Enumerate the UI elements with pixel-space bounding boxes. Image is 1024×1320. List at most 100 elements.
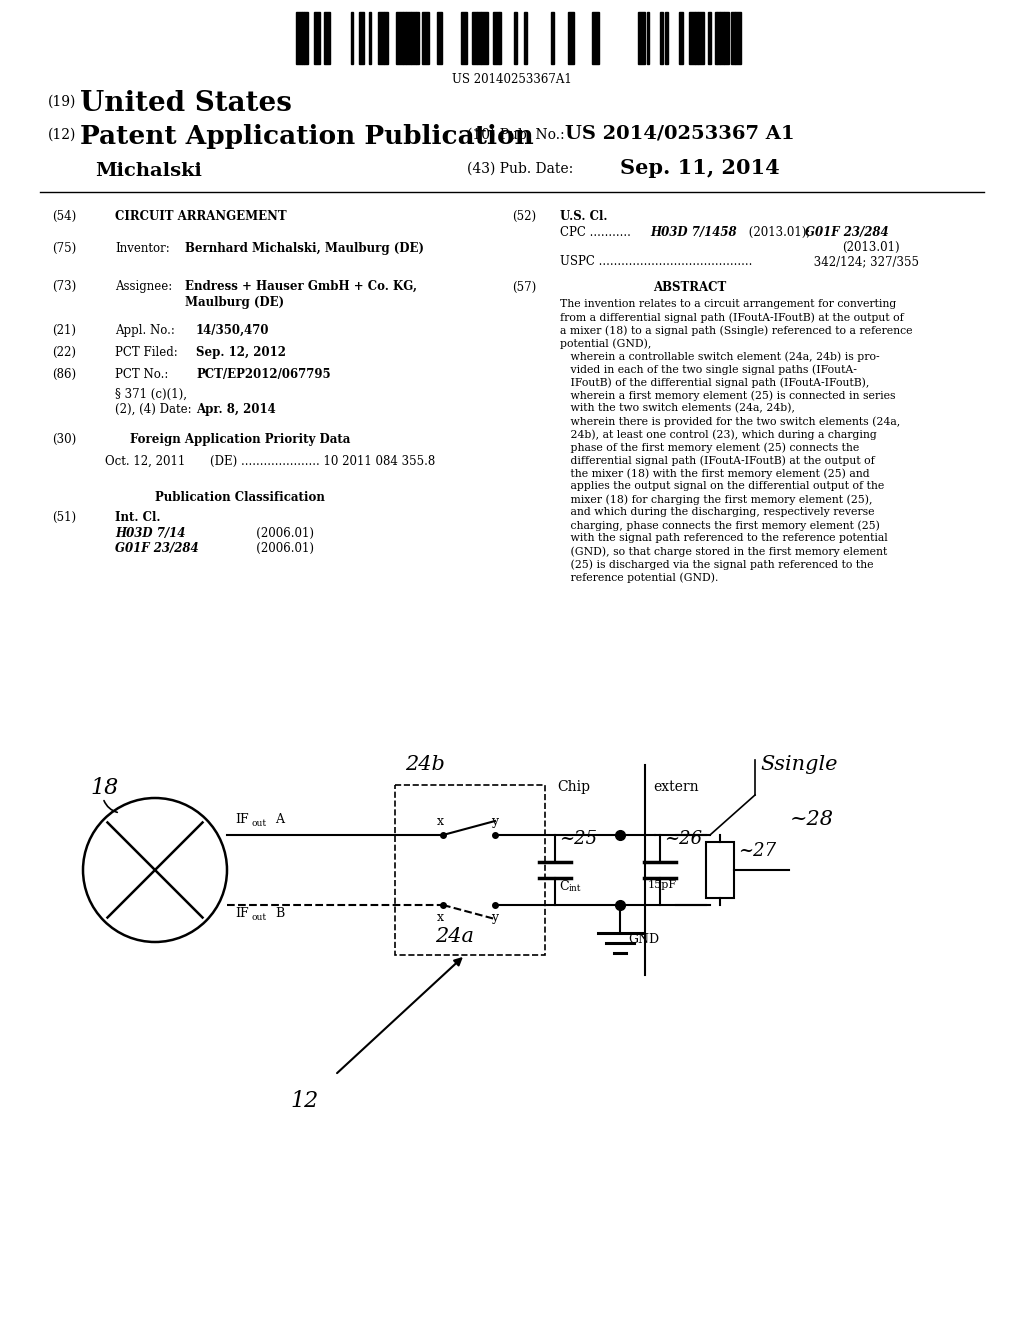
Text: (51): (51) bbox=[52, 511, 76, 524]
Bar bbox=[638, 12, 645, 63]
Text: y: y bbox=[492, 911, 499, 924]
Text: int: int bbox=[569, 884, 582, 894]
Bar bbox=[706, 842, 734, 898]
Text: y: y bbox=[492, 814, 499, 828]
Text: Sep. 12, 2012: Sep. 12, 2012 bbox=[196, 346, 286, 359]
Text: Appl. No.:: Appl. No.: bbox=[115, 323, 175, 337]
Text: (19): (19) bbox=[48, 95, 77, 110]
Text: (52): (52) bbox=[512, 210, 537, 223]
Text: 18: 18 bbox=[90, 777, 118, 799]
Text: (43) Pub. Date:: (43) Pub. Date: bbox=[467, 162, 573, 176]
Text: 15pF: 15pF bbox=[648, 880, 677, 890]
Text: wherein there is provided for the two switch elements (24a,: wherein there is provided for the two sw… bbox=[560, 416, 900, 426]
Text: (25) is discharged via the signal path referenced to the: (25) is discharged via the signal path r… bbox=[560, 558, 873, 569]
Text: U.S. Cl.: U.S. Cl. bbox=[560, 210, 607, 223]
Bar bbox=[724, 12, 729, 63]
Text: 24b), at least one control (23), which during a charging: 24b), at least one control (23), which d… bbox=[560, 429, 877, 440]
Text: Apr. 8, 2014: Apr. 8, 2014 bbox=[196, 403, 275, 416]
Bar bbox=[384, 12, 388, 63]
Text: (30): (30) bbox=[52, 433, 76, 446]
Text: out: out bbox=[252, 818, 267, 828]
Text: A: A bbox=[275, 813, 284, 826]
Bar bbox=[689, 12, 695, 63]
Text: 12: 12 bbox=[291, 1090, 319, 1111]
Text: 342/124; 327/355: 342/124; 327/355 bbox=[810, 255, 919, 268]
Text: (2), (4) Date:: (2), (4) Date: bbox=[115, 403, 191, 416]
Bar bbox=[304, 12, 308, 63]
Text: charging, phase connects the first memory element (25): charging, phase connects the first memor… bbox=[560, 520, 880, 531]
Text: Michalski: Michalski bbox=[95, 162, 202, 180]
Bar bbox=[378, 12, 384, 63]
Text: Ssingle: Ssingle bbox=[760, 755, 838, 774]
Text: x: x bbox=[436, 911, 443, 924]
Text: (DE) ..................... 10 2011 084 355.8: (DE) ..................... 10 2011 084 3… bbox=[210, 455, 435, 469]
Text: CPC ...........: CPC ........... bbox=[560, 226, 635, 239]
Text: Chip: Chip bbox=[557, 780, 590, 795]
Bar bbox=[437, 12, 442, 63]
Text: (2006.01): (2006.01) bbox=[200, 527, 314, 540]
Text: 14/350,470: 14/350,470 bbox=[196, 323, 269, 337]
Bar bbox=[708, 12, 711, 63]
Bar bbox=[735, 12, 741, 63]
Text: Patent Application Publication: Patent Application Publication bbox=[80, 124, 534, 149]
Text: potential (GND),: potential (GND), bbox=[560, 338, 651, 348]
Text: reference potential (GND).: reference potential (GND). bbox=[560, 572, 719, 582]
Text: wherein a controllable switch element (24a, 24b) is pro-: wherein a controllable switch element (2… bbox=[560, 351, 880, 362]
Text: H03D 7/14: H03D 7/14 bbox=[115, 527, 185, 540]
Text: § 371 (c)(1),: § 371 (c)(1), bbox=[115, 388, 187, 401]
Text: (57): (57) bbox=[512, 281, 537, 294]
Text: CIRCUIT ARRANGEMENT: CIRCUIT ARRANGEMENT bbox=[115, 210, 287, 223]
Bar bbox=[493, 12, 499, 63]
Bar bbox=[314, 12, 319, 63]
Bar bbox=[416, 12, 419, 63]
Bar bbox=[665, 12, 668, 63]
Bar bbox=[395, 785, 545, 954]
Text: (2006.01): (2006.01) bbox=[200, 543, 314, 554]
Text: vided in each of the two single signal paths (IFoutA-: vided in each of the two single signal p… bbox=[560, 364, 857, 375]
Bar bbox=[720, 12, 724, 63]
Text: differential signal path (IFoutA-IFoutB) at the output of: differential signal path (IFoutA-IFoutB)… bbox=[560, 455, 874, 466]
Bar bbox=[302, 12, 304, 63]
Bar bbox=[499, 12, 501, 63]
Text: 24a: 24a bbox=[435, 927, 474, 946]
Text: Maulburg (DE): Maulburg (DE) bbox=[185, 296, 284, 309]
Text: mixer (18) for charging the first memory element (25),: mixer (18) for charging the first memory… bbox=[560, 494, 872, 504]
Bar bbox=[679, 12, 683, 63]
Bar bbox=[296, 12, 302, 63]
Text: the mixer (18) with the first memory element (25) and: the mixer (18) with the first memory ele… bbox=[560, 469, 869, 479]
Text: ABSTRACT: ABSTRACT bbox=[653, 281, 727, 294]
Text: C: C bbox=[559, 880, 568, 894]
Text: (21): (21) bbox=[52, 323, 76, 337]
Text: (54): (54) bbox=[52, 210, 76, 223]
Text: ~28: ~28 bbox=[790, 810, 834, 829]
Text: G01F 23/284: G01F 23/284 bbox=[805, 226, 889, 239]
Text: Endress + Hauser GmbH + Co. KG,: Endress + Hauser GmbH + Co. KG, bbox=[185, 280, 417, 293]
Text: and which during the discharging, respectively reverse: and which during the discharging, respec… bbox=[560, 507, 874, 517]
Bar bbox=[477, 12, 481, 63]
Text: (2013.01);: (2013.01); bbox=[745, 226, 814, 239]
Text: IF: IF bbox=[234, 813, 249, 826]
Text: Int. Cl.: Int. Cl. bbox=[115, 511, 161, 524]
Bar bbox=[481, 12, 488, 63]
Text: with the signal path referenced to the reference potential: with the signal path referenced to the r… bbox=[560, 533, 888, 543]
Bar bbox=[406, 12, 411, 63]
Bar bbox=[695, 12, 698, 63]
Text: phase of the first memory element (25) connects the: phase of the first memory element (25) c… bbox=[560, 442, 859, 453]
Text: USPC .........................................: USPC ...................................… bbox=[560, 255, 753, 268]
Text: Publication Classification: Publication Classification bbox=[155, 491, 325, 504]
Text: GND: GND bbox=[628, 933, 659, 946]
Text: IFoutB) of the differential signal path (IFoutA-IFoutB),: IFoutB) of the differential signal path … bbox=[560, 378, 869, 388]
Text: US 2014/0253367 A1: US 2014/0253367 A1 bbox=[565, 124, 795, 143]
Bar bbox=[715, 12, 717, 63]
Bar bbox=[396, 12, 403, 63]
Text: (75): (75) bbox=[52, 242, 76, 255]
Text: United States: United States bbox=[80, 90, 292, 117]
Text: Foreign Application Priority Data: Foreign Application Priority Data bbox=[130, 433, 350, 446]
Text: US 20140253367A1: US 20140253367A1 bbox=[453, 73, 571, 86]
Text: with the two switch elements (24a, 24b),: with the two switch elements (24a, 24b), bbox=[560, 403, 795, 413]
Text: (GND), so that charge stored in the first memory element: (GND), so that charge stored in the firs… bbox=[560, 546, 887, 557]
Bar bbox=[351, 12, 353, 63]
Text: (86): (86) bbox=[52, 368, 76, 381]
Text: extern: extern bbox=[653, 780, 698, 795]
Text: applies the output signal on the differential output of the: applies the output signal on the differe… bbox=[560, 480, 885, 491]
